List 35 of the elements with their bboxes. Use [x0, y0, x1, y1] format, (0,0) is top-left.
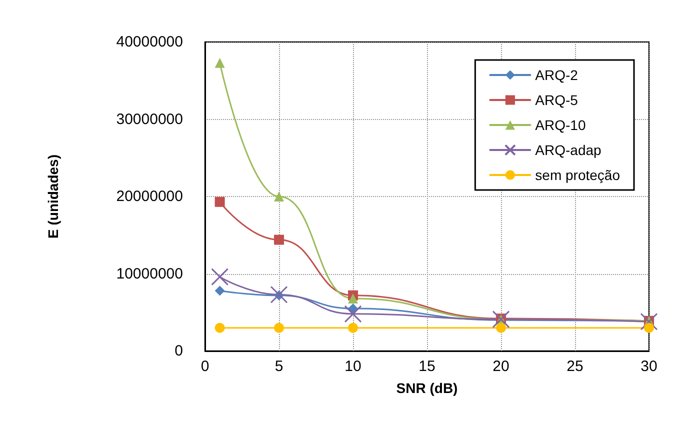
- point: [214, 286, 225, 296]
- y-tick-label: 0: [174, 342, 183, 360]
- x-tick-label: 15: [418, 358, 436, 375]
- x-tick-label: 30: [640, 358, 658, 375]
- x-tick-label: 5: [274, 358, 284, 375]
- point: [274, 322, 284, 333]
- point: [644, 322, 654, 333]
- point: [214, 196, 225, 207]
- point: [214, 322, 225, 333]
- point: [492, 310, 510, 328]
- point: [270, 286, 288, 304]
- legend-label: ARQ-10: [535, 117, 586, 133]
- x-tick-label: 10: [344, 358, 362, 375]
- point: [640, 312, 658, 330]
- legend-label: ARQ-2: [535, 67, 578, 83]
- point: [211, 268, 229, 286]
- y-tick-label: 30000000: [116, 110, 183, 128]
- legend-label: ARQ-adap: [535, 142, 602, 158]
- x-axis-title: SNR (dB): [396, 380, 458, 396]
- legend-label: ARQ-5: [535, 92, 578, 108]
- x-tick-label: 25: [566, 358, 584, 375]
- legend-label: sem proteção: [535, 167, 620, 183]
- point: [274, 234, 284, 245]
- point: [496, 322, 506, 333]
- x-tick-label: 20: [492, 358, 510, 375]
- point: [274, 192, 284, 202]
- point: [348, 322, 358, 333]
- point: [214, 58, 225, 68]
- y-tick-label: 20000000: [116, 188, 183, 205]
- y-axis-title: E (unidades): [45, 154, 61, 239]
- y-tick-label: 40000000: [116, 34, 183, 50]
- point: [344, 305, 362, 323]
- point: [348, 293, 358, 304]
- y-tick-label: 10000000: [116, 265, 183, 282]
- x-tick-label: 0: [200, 358, 210, 375]
